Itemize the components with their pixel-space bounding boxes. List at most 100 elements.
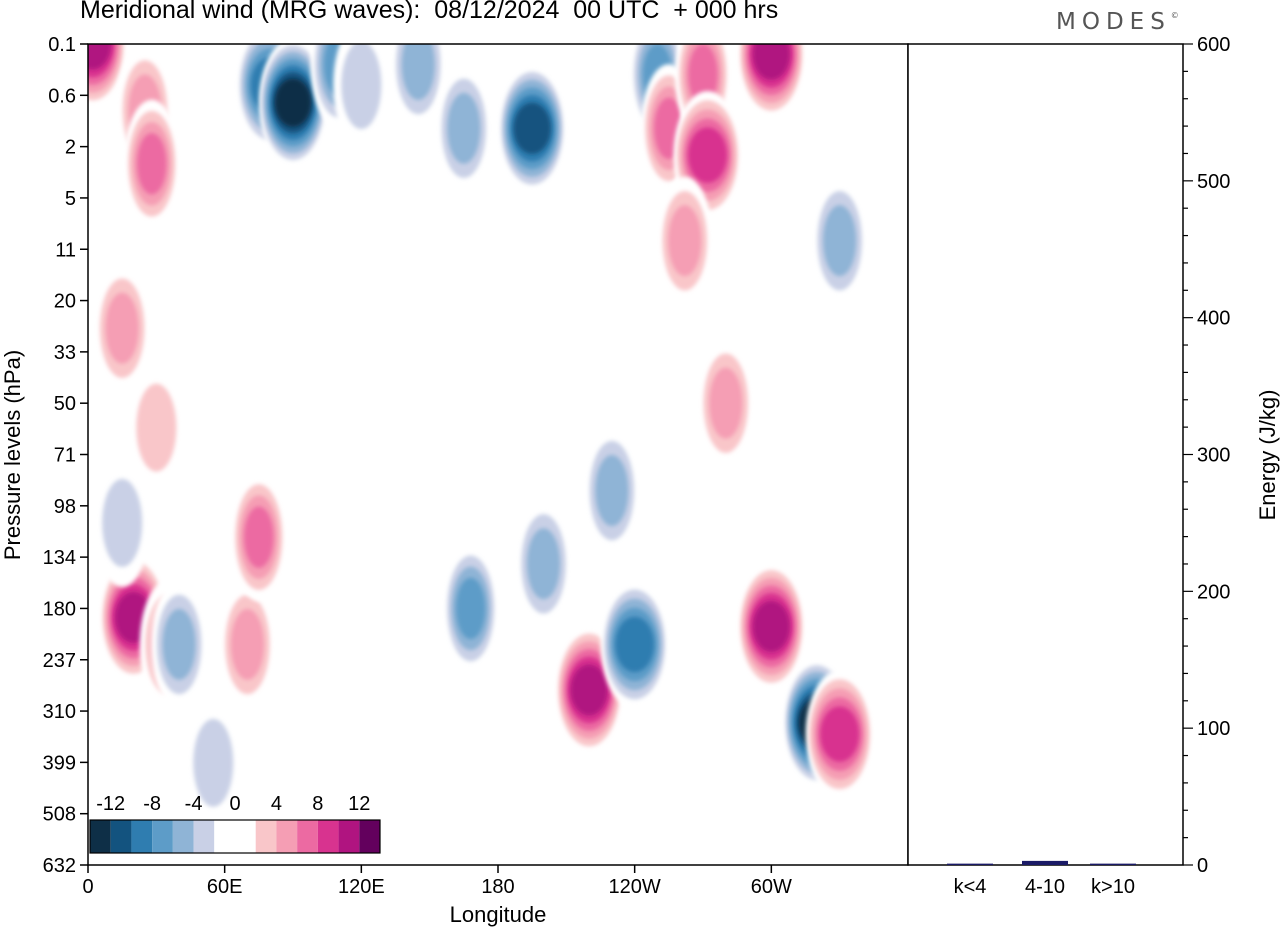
wavenumber-axis: k<4 4-10 k>10	[954, 876, 1135, 898]
energy-axis-label: Energy (J/kg)	[1255, 390, 1280, 521]
pressure-axis: 0.1 0.6 2 5 11 20 33 50 71 98 134 180 237 310 399 508 63…	[43, 34, 88, 877]
heatmap-contour	[823, 205, 857, 277]
colorbar-swatch	[193, 820, 215, 853]
heatmap-field	[88, 44, 874, 827]
y-tick-label: 310	[43, 701, 76, 723]
heatmap-contour	[105, 292, 139, 364]
energy-axis: 0 100 200 300 400 500 600	[1183, 34, 1230, 877]
heatmap-cell	[673, 91, 742, 220]
colorbar-label: 0	[229, 793, 240, 815]
brand-mark: ©	[1170, 11, 1179, 20]
colorbar-swatch	[131, 820, 153, 853]
x-tick-label: 120W	[609, 876, 661, 898]
x-tick-label: 60W	[751, 876, 792, 898]
brand-text: MODES	[1056, 9, 1171, 35]
heatmap-contour	[244, 506, 274, 568]
heatmap-contour	[752, 600, 790, 652]
heatmap-cell	[88, 44, 127, 108]
heatmap-contour	[137, 133, 167, 195]
heatmap-contour	[688, 127, 728, 183]
colorbar-swatch	[255, 820, 277, 853]
heatmap-cell	[259, 44, 327, 167]
heatmap-contour	[88, 44, 112, 70]
y-tick-label: 0.1	[48, 34, 76, 56]
heatmap-cell	[805, 670, 874, 799]
heatmap-cell	[737, 44, 806, 119]
heatmap-cell	[219, 580, 276, 709]
colorbar-label: 4	[271, 793, 282, 815]
heatmap-contour	[447, 92, 481, 164]
heatmap-contour	[136, 383, 177, 472]
energy-panel-frame	[907, 43, 1184, 866]
y-tick-label: 237	[43, 650, 76, 672]
heatmap-cell	[600, 580, 669, 709]
heatmap-contour	[752, 44, 790, 80]
heatmap-cell	[230, 473, 287, 602]
heatmap-contour	[341, 44, 382, 130]
heatmap-cell	[583, 426, 640, 555]
colorbar-swatch	[172, 820, 194, 853]
colorbar-swatch	[317, 820, 339, 853]
energy-tick-label: 600	[1197, 34, 1230, 56]
energy-bar	[947, 863, 993, 865]
colorbar-swatch	[235, 820, 256, 853]
energy-tick-label: 500	[1197, 171, 1230, 193]
x-tick-label: 120E	[338, 876, 385, 898]
colorbar-label: -4	[185, 793, 203, 815]
wavenumber-label: k<4	[954, 876, 987, 898]
heatmap-cell	[697, 339, 754, 468]
colorbar-frame	[89, 819, 381, 854]
y-tick-label: 98	[54, 496, 76, 518]
colorbar-label: -12	[96, 793, 125, 815]
heatmap-cell	[442, 544, 499, 673]
energy-tick-label: 0	[1197, 855, 1208, 877]
y-tick-label: 50	[54, 393, 76, 415]
colorbar-swatch	[338, 820, 360, 853]
chart-title: Meridional wind (MRG waves): 08/12/2024 …	[80, 0, 779, 24]
heatmap-contour	[615, 616, 655, 673]
x-tick-label: 0	[82, 876, 93, 898]
colorbar-label: 12	[348, 793, 370, 815]
heatmap-cell	[656, 176, 713, 305]
heatmap-cell	[151, 580, 208, 709]
heatmap-cell	[94, 264, 151, 393]
heatmap-cell	[123, 99, 180, 228]
energy-tick-label: 100	[1197, 718, 1230, 740]
y-tick-label: 71	[54, 445, 76, 467]
heatmap-contour	[102, 478, 143, 567]
heatmap-cell	[94, 458, 151, 587]
y-tick-label: 134	[43, 547, 76, 569]
heatmap-cell	[185, 698, 242, 827]
x-tick-label: 180	[481, 876, 514, 898]
heatmap-contour	[688, 44, 718, 106]
y-tick-label: 11	[55, 239, 76, 261]
energy-tick-label: 200	[1197, 581, 1230, 603]
y-tick-label: 399	[43, 752, 76, 774]
y-tick-label: 20	[54, 291, 76, 313]
heatmap-cell	[737, 562, 806, 691]
x-axis-label: Longitude	[450, 902, 547, 927]
heatmap-contour	[162, 609, 196, 680]
y-axis-label: Pressure levels (hPa)	[0, 350, 25, 560]
colorbar-swatch	[110, 820, 132, 853]
colorbar-label: 8	[312, 793, 323, 815]
longitude-axis: 0 60E 120E 180 120W 60W	[82, 865, 792, 898]
x-tick-label: 60E	[207, 876, 243, 898]
heatmap-cell	[390, 44, 447, 129]
heatmap-cell	[435, 64, 492, 193]
heatmap-contour	[401, 44, 435, 100]
colorbar-swatch	[297, 820, 318, 853]
colorbar-swatch	[214, 820, 235, 853]
energy-tick-label: 300	[1197, 445, 1230, 467]
heatmap-cell	[811, 176, 868, 305]
heatmap-contour	[275, 78, 311, 127]
heatmap-contour	[595, 455, 629, 527]
y-tick-label: 508	[43, 804, 76, 826]
y-tick-label: 2	[65, 137, 76, 159]
energy-bar	[1090, 863, 1136, 865]
heatmap-cell	[128, 363, 185, 492]
heatmap-contour	[570, 664, 608, 716]
y-tick-label: 632	[43, 855, 76, 877]
energy-bars	[947, 860, 1136, 865]
energy-tick-label: 400	[1197, 308, 1230, 330]
